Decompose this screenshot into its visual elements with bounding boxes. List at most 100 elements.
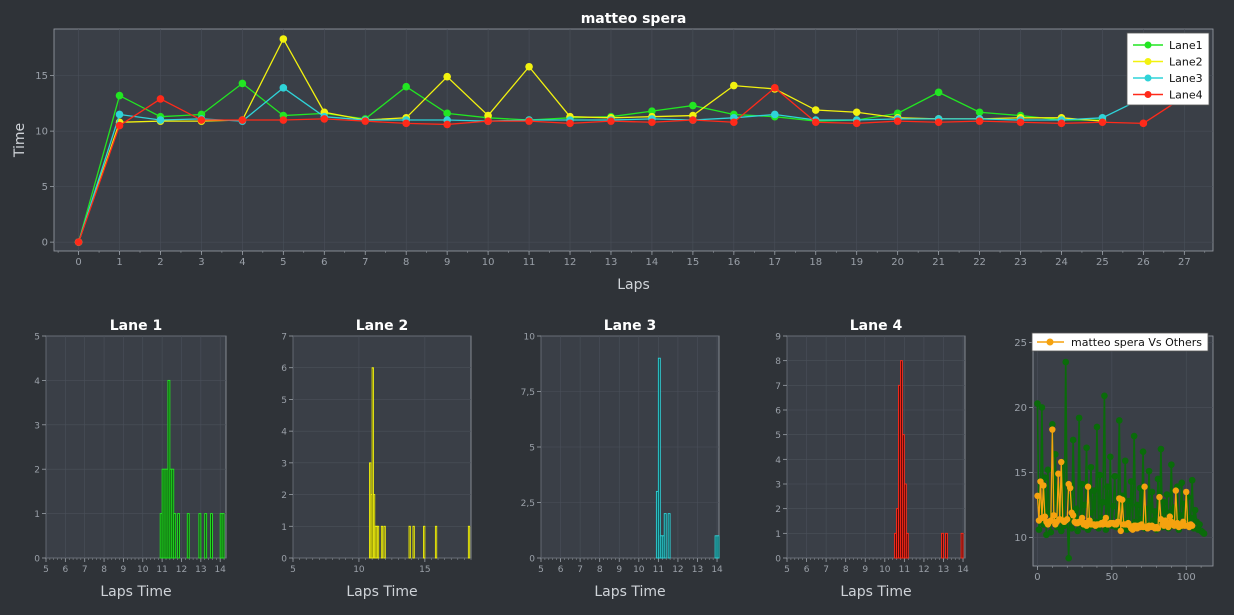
histogram-bar <box>173 513 177 559</box>
x-tick-label: 3 <box>198 257 204 268</box>
others-point <box>1187 514 1194 522</box>
histogram-bar <box>204 513 208 559</box>
others-point <box>1102 526 1110 533</box>
x-tick-label: 9 <box>444 257 450 268</box>
x-axis-label: Laps Time <box>100 584 171 600</box>
data-point-lane4 <box>443 120 451 129</box>
data-point-lane4 <box>893 117 902 125</box>
others-point <box>1139 448 1147 455</box>
x-tick-label: 10 <box>137 565 149 575</box>
y-tick-label: 4 <box>775 456 781 466</box>
x-tick-label: 14 <box>214 565 226 575</box>
y-tick-label: 0 <box>529 555 535 565</box>
self-point <box>1047 517 1055 524</box>
y-tick-label: 5 <box>42 182 48 193</box>
histogram-bar <box>198 513 202 559</box>
x-tick-label: 5 <box>280 257 286 268</box>
x-tick-label: 0 <box>75 257 81 268</box>
legend-swatch-marker <box>1144 41 1152 49</box>
self-point <box>1049 426 1056 433</box>
y-tick-label: 1 <box>281 523 287 533</box>
y-tick-label: 6 <box>775 407 781 417</box>
histogram-bar <box>371 367 374 559</box>
legend-swatch-marker <box>1046 338 1054 346</box>
data-point-lane4 <box>648 118 656 127</box>
x-tick-label: 20 <box>891 257 904 268</box>
others-point <box>1104 483 1111 491</box>
y-tick-label: 0 <box>42 238 48 249</box>
data-point-lane4 <box>238 116 247 124</box>
y-tick-label: 3 <box>775 481 781 491</box>
data-point-lane3 <box>770 110 779 119</box>
data-point-lane2 <box>852 108 861 117</box>
histogram-bar <box>716 535 720 559</box>
legend-label: Lane3 <box>1169 72 1203 85</box>
data-point-lane1 <box>689 101 697 110</box>
x-tick-label: 25 <box>1096 257 1109 268</box>
data-point-lane4 <box>566 119 574 128</box>
x-tick-label: 13 <box>692 565 703 575</box>
x-tick-label: 6 <box>321 257 327 268</box>
x-tick-label: 9 <box>121 565 127 575</box>
x-axis-label: Laps Time <box>346 584 417 600</box>
others-point <box>1072 505 1080 513</box>
self-point <box>1114 518 1121 526</box>
histogram-bar <box>663 513 667 559</box>
self-point <box>1034 492 1041 500</box>
histogram-bar <box>657 357 661 559</box>
data-point-lane2 <box>525 62 533 71</box>
others-point <box>1196 521 1203 528</box>
self-point <box>1040 482 1047 489</box>
histogram-bar <box>960 532 964 559</box>
self-point <box>1117 527 1124 535</box>
others-point <box>1178 479 1186 487</box>
data-point-lane2 <box>730 81 738 90</box>
others-point <box>1200 530 1208 537</box>
y-tick-label: 7 <box>775 382 781 392</box>
others-point <box>1047 528 1055 536</box>
data-point-lane1 <box>443 109 451 118</box>
histogram-bar <box>376 525 380 559</box>
self-point <box>1156 493 1163 501</box>
self-point <box>1078 514 1086 522</box>
scatter-legend: matteo spera Vs Others <box>1031 332 1209 352</box>
y-axis-label: Time <box>12 123 28 158</box>
legend-swatch-marker <box>1144 91 1152 98</box>
self-point <box>1050 512 1058 519</box>
others-point <box>1133 501 1141 509</box>
y-tick-label: 1 <box>34 510 40 520</box>
others-point <box>1154 475 1162 483</box>
y-tick-label: 25 <box>1014 338 1027 349</box>
plot-area <box>786 335 966 559</box>
x-tick-label: 17 <box>768 257 781 268</box>
data-point-lane3 <box>156 116 165 124</box>
data-point-lane4 <box>320 115 329 123</box>
self-point <box>1058 458 1065 466</box>
x-tick-label: 8 <box>597 565 603 575</box>
self-point <box>1069 512 1077 519</box>
x-tick-label: 14 <box>711 565 723 575</box>
histogram-bar <box>383 525 386 559</box>
x-tick-label: 8 <box>843 565 849 575</box>
y-tick-label: 9 <box>775 333 781 343</box>
data-point-lane4 <box>607 117 615 125</box>
x-tick-label: 24 <box>1055 257 1068 268</box>
others-point <box>1101 392 1108 400</box>
self-point <box>1066 484 1074 492</box>
x-tick-label: 5 <box>290 565 296 575</box>
y-tick-label: 3 <box>281 459 287 469</box>
x-tick-label: 19 <box>850 257 863 268</box>
histogram-bar <box>467 525 471 559</box>
histogram-bar <box>941 532 944 559</box>
self-point <box>1064 516 1071 523</box>
x-tick-label: 13 <box>195 565 206 575</box>
others-point <box>1065 554 1073 562</box>
x-tick-label: 5 <box>538 565 544 575</box>
histogram-bar <box>380 525 384 559</box>
y-tick-label: 2 <box>281 491 287 501</box>
x-tick-label: 14 <box>957 565 969 575</box>
chart-comparison-scatter: 0 50 100 10 15 20 25 matteo spera Vs Others <box>1014 332 1214 583</box>
chart-title: Lane 1 <box>110 318 162 334</box>
